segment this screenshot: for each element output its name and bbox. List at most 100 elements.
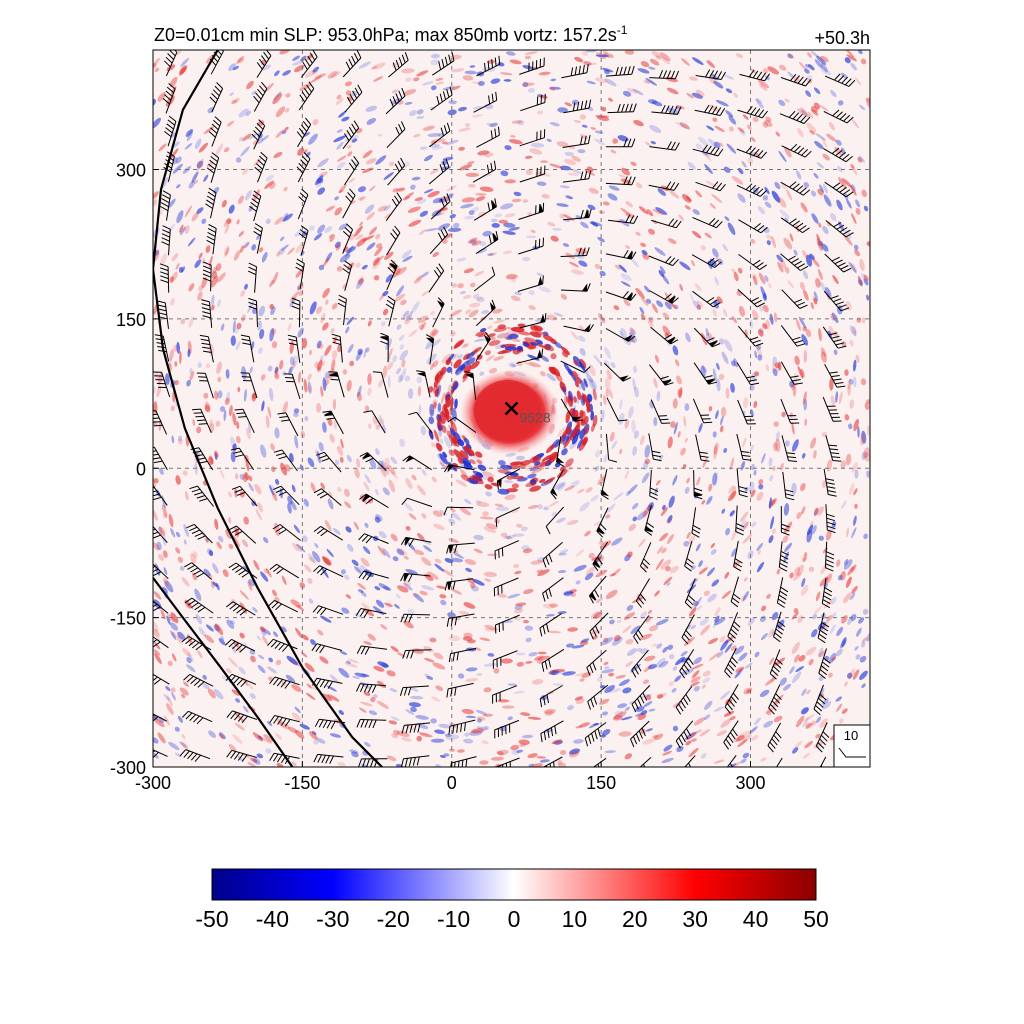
vorticity-speckle — [387, 361, 394, 371]
vorticity-speckle — [703, 151, 712, 161]
barb-feather — [257, 159, 265, 166]
vorticity-speckle — [820, 63, 828, 73]
vorticity-speckle — [306, 683, 312, 689]
barb-feather — [582, 64, 585, 74]
vorticity-speckle — [666, 534, 675, 545]
barb-feather — [617, 103, 621, 113]
barb-shaft — [542, 541, 563, 560]
barb-feather — [298, 162, 305, 170]
vorticity-speckle — [375, 599, 385, 608]
barb-feather — [267, 638, 274, 647]
vorticity-speckle — [802, 270, 809, 280]
vorticity-speckle — [194, 138, 202, 149]
barb-feather — [201, 303, 210, 307]
barb-feather — [723, 742, 730, 750]
barb-shaft — [519, 173, 545, 183]
vorticity-speckle — [659, 52, 671, 62]
barb-feather — [408, 411, 417, 416]
vorticity-speckle — [508, 139, 523, 145]
barb-feather — [357, 84, 363, 93]
vorticity-speckle — [628, 484, 638, 494]
vorticity-speckle — [831, 312, 839, 324]
vorticity-speckle — [822, 225, 829, 235]
vorticity-speckle — [265, 748, 272, 754]
vorticity-speckle — [768, 535, 774, 544]
barb-shaft — [648, 255, 673, 267]
vorticity-speckle — [847, 384, 852, 396]
wind-barb — [475, 331, 491, 362]
barb-feather — [629, 103, 633, 112]
barb-feather — [723, 773, 728, 780]
vorticity-speckle — [813, 605, 823, 616]
barb-feather — [213, 119, 221, 127]
vorticity-speckle — [698, 136, 709, 146]
vorticity-speckle — [210, 581, 215, 589]
barb-feather — [394, 163, 400, 172]
barb-feather — [400, 758, 404, 767]
barb-feather — [238, 416, 247, 418]
barb-feather — [185, 638, 193, 645]
barb-feather — [153, 678, 162, 685]
barb-shaft — [562, 217, 589, 221]
eyewall-speckle — [527, 354, 540, 361]
vorticity-speckle — [647, 228, 656, 235]
vorticity-speckle — [461, 197, 476, 203]
wind-barb — [201, 299, 213, 328]
vorticity-speckle — [215, 420, 221, 427]
barb-feather — [326, 720, 332, 729]
vorticity-speckle — [401, 249, 412, 259]
vorticity-speckle — [391, 471, 399, 479]
barb-feather — [729, 660, 737, 668]
wind-barb — [356, 683, 387, 693]
barb-feather — [684, 602, 692, 609]
eyewall-speckle — [554, 341, 563, 349]
vorticity-speckle — [791, 421, 795, 435]
vorticity-speckle — [617, 135, 629, 142]
vorticity-speckle — [632, 516, 638, 522]
barb-feather — [273, 677, 280, 686]
vorticity-speckle — [502, 230, 516, 235]
vorticity-speckle — [601, 711, 609, 716]
vorticity-speckle — [852, 669, 860, 680]
vorticity-speckle — [557, 570, 567, 574]
barb-pennant — [483, 334, 491, 344]
vorticity-speckle — [498, 219, 509, 224]
vorticity-speckle — [473, 534, 484, 541]
vorticity-speckle — [575, 549, 585, 557]
vorticity-speckle — [357, 348, 363, 355]
barb-feather — [284, 719, 291, 727]
eyewall-speckle — [540, 355, 550, 362]
vorticity-speckle — [401, 737, 412, 742]
barb-feather — [408, 614, 413, 623]
barb-shaft — [495, 506, 520, 519]
vorticity-speckle — [162, 513, 167, 519]
vorticity-speckle — [813, 291, 818, 302]
vorticity-speckle — [483, 526, 497, 533]
wind-barb — [199, 334, 214, 363]
vorticity-speckle — [312, 66, 320, 73]
vorticity-speckle — [153, 510, 158, 521]
barb-shaft — [386, 128, 406, 149]
vorticity-speckle — [706, 60, 716, 69]
vorticity-speckle — [442, 238, 448, 244]
barb-feather — [713, 301, 721, 308]
barb-feather — [188, 640, 196, 647]
vorticity-speckle — [686, 477, 690, 484]
vorticity-speckle — [164, 580, 174, 593]
vorticity-speckle — [198, 285, 204, 292]
vorticity-speckle — [310, 75, 322, 84]
vorticity-speckle — [666, 517, 672, 524]
vorticity-speckle — [848, 261, 857, 274]
barb-feather — [630, 738, 635, 748]
barb-feather — [454, 617, 458, 626]
vorticity-speckle — [669, 565, 679, 574]
barb-feather — [682, 697, 689, 706]
vorticity-speckle — [420, 322, 427, 331]
vorticity-speckle — [351, 559, 359, 566]
vorticity-speckle — [352, 675, 360, 679]
vorticity-speckle — [609, 431, 615, 442]
eyewall-speckle — [477, 464, 487, 471]
vorticity-speckle — [851, 585, 858, 594]
barb-feather — [729, 732, 736, 740]
vorticity-speckle — [345, 526, 352, 533]
